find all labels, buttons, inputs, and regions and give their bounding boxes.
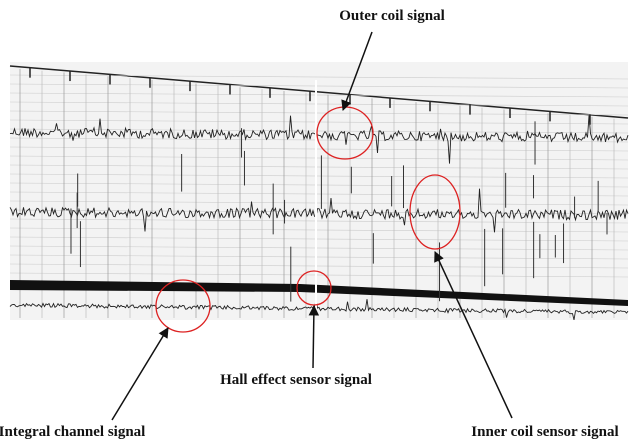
label: Hall effect sensor signal [220, 372, 372, 388]
label: Outer coil signal [339, 8, 445, 24]
label: Inner coil sensor signal [471, 424, 618, 440]
arrow [313, 306, 314, 368]
strip-chart [10, 62, 628, 320]
label: Integral channel signal [0, 424, 145, 440]
page: {"annotations": {"outer_coil": "Outer co… [0, 0, 638, 443]
arrow [112, 328, 168, 420]
figure: Outer coil signal Hall effect sensor sig… [0, 0, 638, 443]
